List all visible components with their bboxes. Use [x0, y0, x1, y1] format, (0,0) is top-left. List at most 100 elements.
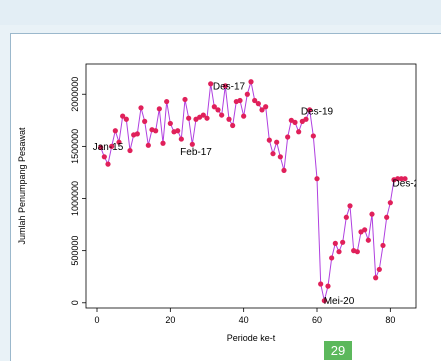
data-point	[303, 116, 309, 122]
data-point	[98, 144, 104, 151]
y-tick-label: 0	[70, 300, 80, 305]
data-point	[398, 176, 404, 182]
data-point	[186, 115, 192, 121]
data-point	[376, 266, 382, 273]
data-point	[160, 140, 166, 146]
data-point	[134, 131, 140, 137]
annotation-label: Jan-15	[93, 142, 124, 153]
x-tick-label: 0	[94, 315, 99, 325]
data-point	[178, 136, 184, 142]
data-point	[241, 113, 247, 119]
data-point	[211, 104, 217, 110]
annotation-label: Mei-20	[324, 296, 355, 307]
data-point	[369, 211, 375, 217]
data-point	[259, 107, 265, 113]
data-point	[145, 142, 151, 148]
data-point	[343, 214, 349, 220]
data-point	[138, 105, 144, 111]
data-point	[325, 283, 331, 289]
data-point	[347, 203, 353, 209]
annotation-label: Feb-17	[180, 147, 212, 158]
x-axis-label: Periode ke-t	[227, 333, 276, 343]
data-points	[98, 79, 408, 304]
series-line	[100, 81, 405, 301]
data-point	[332, 240, 338, 246]
data-point	[105, 161, 111, 167]
data-point	[395, 176, 401, 182]
page-number-badge: 29	[324, 341, 352, 360]
data-point	[336, 249, 342, 255]
annotation-label: Des-19	[301, 106, 334, 117]
data-point	[318, 281, 324, 287]
data-point	[116, 139, 122, 145]
data-point	[101, 154, 107, 160]
data-point	[248, 79, 254, 85]
data-point	[142, 118, 148, 124]
data-point	[263, 104, 269, 110]
data-point	[204, 115, 210, 121]
x-tick-label: 60	[312, 315, 322, 325]
data-point	[252, 97, 258, 104]
data-point	[167, 120, 173, 127]
data-point	[226, 116, 232, 122]
data-point	[215, 107, 221, 113]
data-point	[310, 133, 316, 139]
data-point	[200, 112, 206, 118]
data-point	[365, 237, 371, 243]
data-point	[266, 137, 272, 143]
data-point	[285, 134, 291, 140]
data-point	[120, 113, 126, 119]
data-point	[274, 139, 280, 145]
data-point	[329, 255, 335, 261]
data-point	[362, 227, 368, 233]
top-band	[0, 0, 441, 25]
y-tick-label: 1500000	[70, 129, 80, 164]
data-point	[109, 143, 115, 149]
data-point	[314, 176, 320, 182]
data-point	[112, 128, 118, 134]
data-point	[387, 200, 393, 206]
data-point	[307, 107, 313, 113]
data-point	[222, 83, 228, 89]
data-point	[230, 122, 236, 129]
data-point	[255, 101, 261, 107]
data-point	[281, 167, 287, 173]
annotation-label: Des-17	[213, 81, 246, 92]
data-point	[296, 129, 302, 135]
data-point	[380, 242, 386, 249]
y-axis: 0 500000 1000000 1500000 2000000	[70, 77, 86, 305]
data-point	[153, 128, 159, 134]
data-point	[189, 141, 195, 147]
x-axis: 0 20 40 60 80	[94, 308, 395, 325]
y-tick-label: 1000000	[70, 181, 80, 216]
data-point	[340, 239, 346, 245]
data-point	[123, 116, 129, 122]
data-point	[164, 98, 170, 105]
data-point	[219, 112, 225, 118]
x-tick-label: 40	[239, 315, 249, 325]
data-point	[321, 298, 327, 304]
data-point	[277, 154, 283, 160]
x-tick-label: 20	[165, 315, 175, 325]
annotations: Jan-15 Feb-17 Des-17 Des-19 Des-20 Mei-20	[93, 81, 426, 307]
data-point	[373, 275, 379, 281]
y-tick-label: 2000000	[70, 77, 80, 112]
x-tick-label: 80	[385, 315, 395, 325]
data-point	[354, 249, 360, 255]
data-point	[127, 147, 133, 154]
data-point	[244, 91, 250, 97]
data-point	[182, 96, 188, 103]
data-point	[292, 119, 298, 125]
annotation-label: Des-20	[393, 178, 426, 189]
data-point	[208, 81, 214, 87]
data-point	[402, 176, 408, 182]
y-axis-label: Jumlah Penumpang Pesawat	[17, 127, 27, 245]
plot-area	[85, 63, 417, 309]
data-point	[270, 151, 276, 157]
data-point	[384, 214, 390, 220]
data-point	[237, 97, 243, 104]
y-tick-label: 500000	[70, 236, 80, 266]
data-point	[175, 128, 181, 134]
data-point	[156, 106, 162, 112]
